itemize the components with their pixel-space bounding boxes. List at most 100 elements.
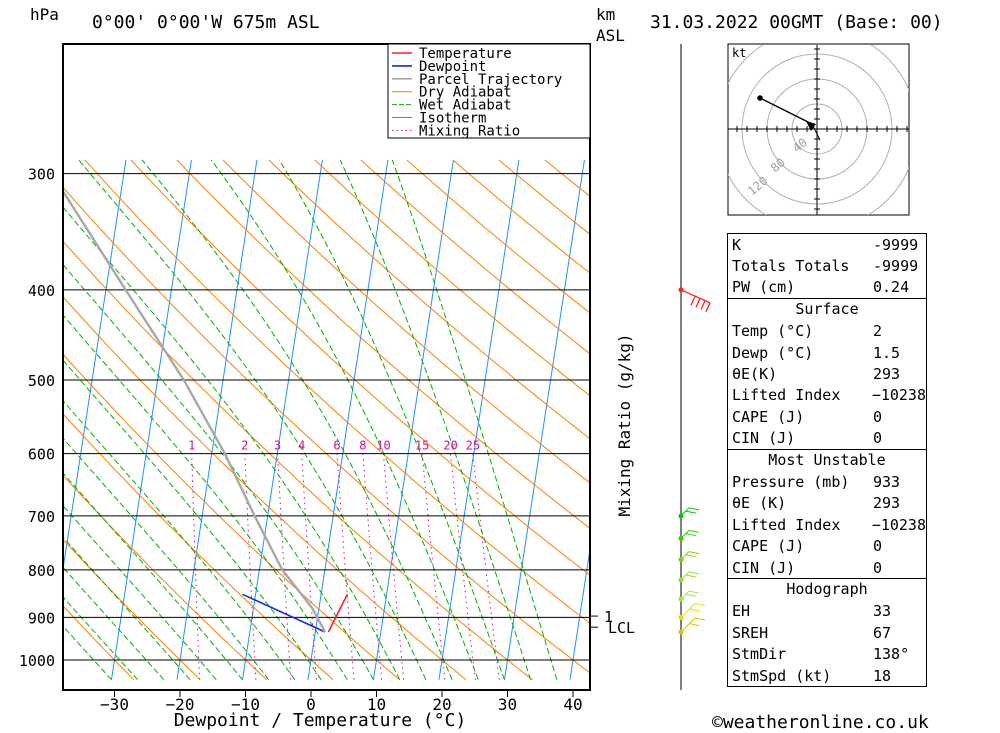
wind-barb <box>678 287 711 313</box>
mixing-ratio-label: 15 <box>415 439 429 453</box>
index-value: 67 <box>873 623 892 642</box>
wet-adiabat-line <box>63 359 322 680</box>
index-row: θE (K) 293 <box>728 493 926 514</box>
index-value: 2 <box>873 322 883 341</box>
pressure-tick-label: 1000 <box>19 652 55 670</box>
wet-adiabat-line <box>63 536 191 681</box>
wind-barb-shaft <box>680 603 696 618</box>
dry-adiabat-line <box>406 159 590 314</box>
temperature-tick-label: 10 <box>367 695 386 714</box>
pressure-unit-label: hPa <box>30 5 59 24</box>
index-label: Dewp (°C) <box>732 343 814 362</box>
wind-barb <box>678 617 706 635</box>
wet-adiabat-line <box>63 472 243 681</box>
index-row: PW (cm) 0.24 <box>728 277 926 298</box>
index-row: Lifted Index −10238 <box>728 385 926 406</box>
legend-entry: Mixing Ratio <box>419 123 520 139</box>
legend-entry: Parcel Trajectory <box>419 72 562 88</box>
index-value: -9999 <box>873 235 919 254</box>
index-value: −10238 <box>871 386 926 405</box>
mixing-ratio-labels: 1 2 3 4 6 8 10 15 20 25 <box>188 439 480 453</box>
profile-dewpoint <box>242 593 326 633</box>
mixing-ratio-label: 1 <box>188 439 195 453</box>
index-row: θE(K) 293 <box>728 363 926 384</box>
background-lines <box>0 159 590 681</box>
index-value: 0 <box>873 558 883 577</box>
index-value: 293 <box>873 365 901 384</box>
temperature-tick-label: −10 <box>231 695 260 714</box>
mixing-ratio-line <box>191 453 201 680</box>
wet-adiabat-line <box>210 159 479 680</box>
wind-barb-shaft <box>680 289 711 304</box>
wind-barb-feather <box>688 551 700 555</box>
mixing-ratio-label: 10 <box>376 439 390 453</box>
index-value: 293 <box>873 494 901 513</box>
wind-barb-feather <box>695 298 701 308</box>
dry-adiabat-line <box>314 159 590 397</box>
temperature-tick-label: −30 <box>100 695 129 714</box>
index-value: 1.5 <box>873 343 901 362</box>
dry-adiabat-line <box>63 186 590 674</box>
legend-entry: Dry Adiabat <box>419 85 512 101</box>
mixing-ratio-label: 25 <box>466 439 480 453</box>
temperature-tick-label: 30 <box>498 695 517 714</box>
index-row: StmSpd (kt) 18 <box>728 665 926 686</box>
height-label: LCL <box>608 619 635 637</box>
index-label: Pressure (mb) <box>732 472 850 491</box>
index-row: CAPE (J) 0 <box>728 535 926 556</box>
mixing-ratio-label: 6 <box>333 439 340 453</box>
index-label: θE(K) <box>732 365 778 384</box>
isotherm-line <box>503 159 585 680</box>
dry-adiabat-line <box>63 296 467 681</box>
dry-adiabat-line <box>360 159 590 355</box>
temperature-tick-label: −20 <box>166 695 195 714</box>
dry-adiabat-line <box>63 605 135 681</box>
isotherm-line <box>569 546 590 680</box>
mixing-ratio-axis-title: Mixing Ratio (g/kg) <box>615 333 634 516</box>
dry-adiabat-line <box>63 413 334 681</box>
mixing-ratio-label: 2 <box>241 439 248 453</box>
mixing-ratio-line <box>336 453 355 680</box>
pressure-tick-label: 900 <box>28 609 55 627</box>
legend-entry: Isotherm <box>419 111 486 127</box>
indices-panel: K -9999 Totals Totals -9999 PW (cm) 0.24 Surf… <box>727 233 927 688</box>
height-label: 1 <box>604 608 613 626</box>
wind-barb-feather <box>685 574 696 578</box>
index-label: K <box>732 235 742 254</box>
wet-adiabat-line <box>141 159 453 680</box>
dry-adiabat-line <box>84 159 590 624</box>
wet-adiabat-line <box>339 159 532 680</box>
dry-adiabat-line <box>63 538 201 681</box>
index-label: CAPE (J) <box>732 407 805 426</box>
mixing-ratio-label: 20 <box>443 439 457 453</box>
wind-barb-feather <box>685 593 696 597</box>
wind-barb-feather <box>688 590 700 594</box>
index-row: CAPE (J) 0 <box>728 406 926 427</box>
index-row: SREH 67 <box>728 622 926 643</box>
wind-barbs <box>678 287 711 635</box>
wet-adiabat-line <box>63 400 296 680</box>
hodograph-point <box>757 95 763 101</box>
mixing-ratio-label: 3 <box>274 439 281 453</box>
dry-adiabat-line <box>222 159 590 484</box>
index-row: StmDir 138° <box>728 643 926 664</box>
surface-title: Surface <box>795 300 859 319</box>
wind-barb-feather <box>689 623 700 627</box>
index-value: 0 <box>873 537 883 556</box>
dry-adiabat-line <box>63 474 268 681</box>
temperature-tick-label: 40 <box>563 695 582 714</box>
wind-barb <box>678 571 700 583</box>
x-axis-title: Dewpoint / Temperature (°C) <box>174 710 467 731</box>
isotherm-line <box>0 160 60 680</box>
isotherm-line <box>438 159 520 680</box>
dry-adiabat-line <box>176 159 590 530</box>
wet-adiabat-line <box>63 206 401 680</box>
index-label: StmSpd (kt) <box>732 666 832 685</box>
index-label: StmDir <box>732 645 787 664</box>
index-row: K -9999 <box>728 234 926 255</box>
wind-barb-feather <box>700 300 706 310</box>
wind-barb-feather <box>688 571 700 575</box>
index-row: Lifted Index −10238 <box>728 514 926 535</box>
